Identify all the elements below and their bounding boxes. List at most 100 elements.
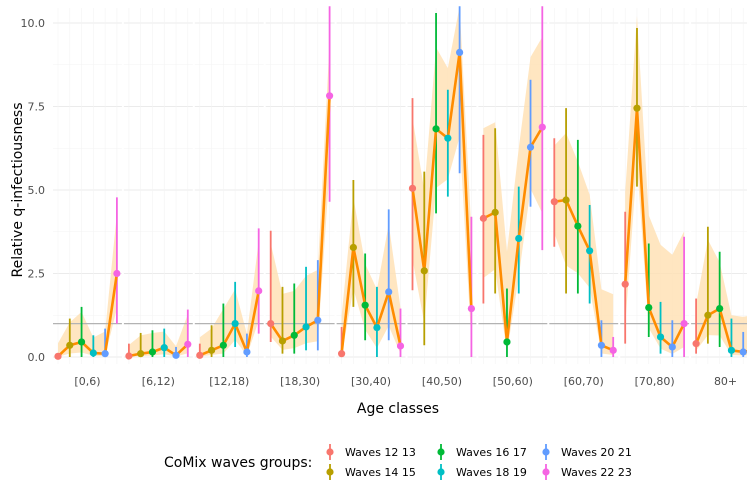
data-point: [314, 316, 322, 324]
data-point: [692, 340, 700, 348]
x-tick-label: 80+: [714, 375, 737, 388]
data-point: [716, 304, 724, 313]
legend-title: CoMix waves groups:: [164, 455, 312, 471]
median-line: [340, 246, 402, 354]
data-point: [515, 234, 523, 243]
data-point: [538, 123, 546, 131]
data-point: [267, 320, 275, 328]
data-point: [77, 338, 86, 346]
data-point: [727, 346, 736, 354]
ribbon-[40,50): [412, 6, 472, 343]
data-point: [656, 333, 665, 341]
x-tick-label: [70,80): [635, 375, 675, 388]
data-point: [125, 352, 133, 360]
legend: CoMix waves groups: Waves 12 13 Waves 14 …: [164, 444, 632, 480]
data-point: [278, 337, 287, 345]
ribbon-[6,12): [128, 314, 188, 357]
data-point: [89, 349, 97, 357]
ribbon-[50,60): [483, 37, 543, 353]
x-tick-label: [6,12): [142, 375, 175, 388]
ribbon-[60,70): [554, 133, 614, 355]
data-point: [338, 350, 346, 358]
data-point: [574, 222, 582, 230]
legend-key-point: [326, 468, 334, 476]
data-point: [196, 351, 204, 359]
legend-entry-label: Waves 12 13: [345, 446, 416, 459]
data-point: [420, 267, 428, 275]
data-points: [54, 48, 747, 360]
legend-entry-label: Waves 18 19: [456, 466, 527, 479]
ribbon-[70,80): [625, 15, 685, 354]
data-point: [503, 338, 511, 346]
median-line: [623, 106, 686, 349]
data-point: [349, 243, 357, 252]
x-axis-label: Age classes: [357, 401, 439, 417]
y-tick-label: 0.0: [28, 351, 46, 364]
data-point: [137, 350, 145, 358]
x-tick-label: [12,18): [209, 375, 249, 388]
data-point: [621, 280, 629, 288]
data-point: [148, 348, 157, 356]
data-point: [290, 331, 298, 339]
x-tick-label: [50,60): [493, 375, 533, 388]
y-axis-label: Relative q-infectiousness: [10, 102, 26, 277]
data-point: [302, 323, 310, 331]
x-tick-label: [60,70): [564, 375, 604, 388]
x-tick-label: [40,50): [422, 375, 462, 388]
legend-entry-label: Waves 14 15: [345, 466, 416, 479]
legend-key-point: [542, 448, 550, 456]
ribbon-[0,6): [58, 213, 117, 357]
data-point: [255, 287, 263, 295]
data-point: [113, 269, 121, 278]
x-tick-label: [0,6): [74, 375, 100, 388]
data-point: [467, 304, 475, 313]
data-point: [396, 342, 405, 350]
data-point: [586, 247, 594, 255]
data-point: [456, 48, 464, 56]
data-point: [444, 134, 452, 142]
data-point: [408, 184, 417, 192]
data-point: [66, 341, 74, 349]
legend-entry-label: Waves 16 17: [456, 446, 527, 459]
median-line: [411, 51, 473, 309]
data-point: [633, 104, 641, 112]
data-point: [172, 351, 180, 359]
data-point: [385, 288, 393, 296]
data-point: [645, 303, 653, 312]
y-tick-label: 10.0: [21, 17, 46, 30]
legend-key-point: [437, 468, 445, 476]
y-tick-label: 5.0: [28, 184, 46, 197]
data-point: [432, 125, 440, 133]
legend-key-point: [542, 468, 550, 476]
legend-entry-label: Waves 22 23: [561, 466, 632, 479]
y-tick-label: 7.5: [28, 101, 46, 114]
data-point: [219, 341, 227, 349]
data-point: [668, 343, 676, 351]
x-tick-labels: [0,6) [6,12) [12,18) [18,30) [30,40) [40,50) […: [74, 375, 737, 388]
data-point: [479, 214, 487, 222]
data-point: [101, 350, 109, 358]
data-point: [207, 346, 216, 354]
legend-key-point: [437, 448, 445, 456]
data-point: [361, 301, 369, 309]
data-point: [526, 143, 535, 151]
x-tick-label: [18,30): [280, 375, 320, 388]
x-tick-label: [30,40): [351, 375, 391, 388]
data-point: [739, 348, 747, 356]
data-point: [562, 196, 570, 204]
data-point: [550, 198, 558, 206]
data-point: [491, 208, 499, 216]
ribbon-[12,18): [199, 241, 259, 357]
median-lines: [57, 51, 747, 358]
data-point: [160, 344, 168, 352]
ribbon-[30,40): [341, 197, 401, 356]
data-point: [597, 341, 606, 349]
data-point: [373, 324, 381, 332]
y-tick-label: 2.5: [28, 268, 46, 281]
ribbon-[18,30): [270, 41, 330, 350]
data-point: [54, 352, 62, 360]
data-point: [704, 311, 712, 319]
legend-entry-label: Waves 20 21: [561, 446, 632, 459]
